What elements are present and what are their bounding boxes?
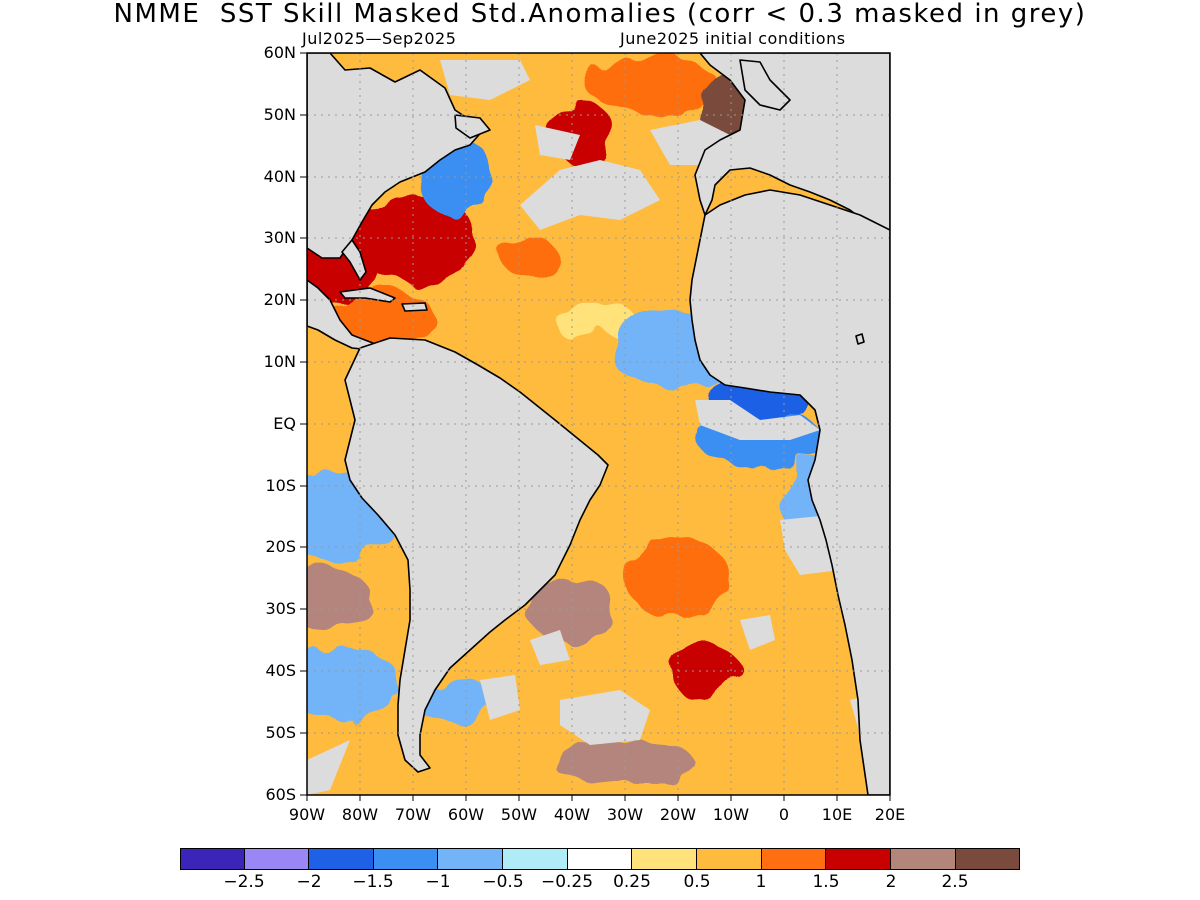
lon-label: 40W xyxy=(553,805,591,824)
colorbar-label: −0.5 xyxy=(482,872,524,892)
hispaniola xyxy=(401,302,428,312)
anomaly-region xyxy=(307,646,401,721)
colorbar-label: 0.25 xyxy=(613,872,651,892)
lon-label: 60W xyxy=(447,805,485,824)
british-isles xyxy=(739,59,791,111)
lat-label: 40N xyxy=(263,167,296,186)
colorbar-swatch xyxy=(890,848,956,870)
colorbar-swatch xyxy=(244,848,309,870)
colorbar-label: −0.25 xyxy=(540,872,594,892)
south-america xyxy=(344,337,609,773)
colorbar-label: −2.5 xyxy=(223,872,265,892)
anomaly-region xyxy=(307,567,371,628)
colorbar-swatch xyxy=(502,848,568,870)
lon-label: 0 xyxy=(778,805,790,824)
lat-label: 30S xyxy=(265,599,296,618)
colorbar-swatch xyxy=(437,848,503,870)
lon-label: 10E xyxy=(821,805,853,824)
island-small xyxy=(855,333,865,345)
colorbar-label: −1.5 xyxy=(352,872,394,892)
lon-label: 20W xyxy=(659,805,697,824)
africa xyxy=(689,189,890,795)
tick-marks xyxy=(300,52,891,801)
lat-label: 40S xyxy=(265,661,296,680)
lat-label: EQ xyxy=(273,414,296,433)
lat-label: 10S xyxy=(265,476,296,495)
colorbar-label: 1.5 xyxy=(812,872,840,892)
anomaly-region xyxy=(584,57,719,110)
colorbar-label: −1 xyxy=(425,872,451,892)
colorbar-swatch xyxy=(567,848,632,870)
colorbar-swatch xyxy=(180,848,245,870)
lat-label: 60N xyxy=(263,43,296,62)
lat-label: 20S xyxy=(265,537,296,556)
lon-label: 90W xyxy=(288,805,326,824)
forecast-period: Jul2025—Sep2025 xyxy=(302,29,457,48)
colorbar-swatch xyxy=(761,848,826,870)
lat-label: 60S xyxy=(265,785,296,804)
lon-label: 30W xyxy=(606,805,644,824)
colorbar-swatch xyxy=(373,848,438,870)
north-america xyxy=(307,53,486,259)
lon-label: 50W xyxy=(500,805,538,824)
colorbar-label: −2 xyxy=(296,872,322,892)
anomaly-region xyxy=(669,643,740,700)
lat-label: 50S xyxy=(265,723,296,742)
lat-label: 30N xyxy=(263,228,296,247)
lat-label: 50N xyxy=(263,105,296,124)
anomaly-region xyxy=(501,237,558,278)
anomaly-region xyxy=(529,574,615,645)
lon-label: 80W xyxy=(341,805,379,824)
cuba xyxy=(339,287,396,303)
map-title: NMME SST Skill Masked Std.Anomalies (cor… xyxy=(113,0,1087,29)
lat-label: 20N xyxy=(263,290,296,309)
grid-lines xyxy=(307,53,890,795)
colorbar-swatch xyxy=(631,848,697,870)
colorbar-label: 2.5 xyxy=(941,872,969,892)
colorbar-label: 1 xyxy=(755,872,767,892)
lon-label: 10W xyxy=(712,805,750,824)
colorbar-label: 2 xyxy=(885,872,897,892)
colorbar-label: 0.5 xyxy=(683,872,711,892)
lon-label: 20E xyxy=(874,805,906,824)
land-masses xyxy=(307,53,890,795)
colorbar-swatch xyxy=(308,848,374,870)
colorbar-swatch xyxy=(955,848,1020,870)
lat-label: 10N xyxy=(263,352,296,371)
initial-conditions: June2025 initial conditions xyxy=(620,29,846,48)
anomaly-region xyxy=(553,743,697,786)
newfoundland xyxy=(454,114,491,139)
colorbar-swatch xyxy=(825,848,891,870)
lon-label: 70W xyxy=(394,805,432,824)
colorbar-swatch xyxy=(696,848,762,870)
